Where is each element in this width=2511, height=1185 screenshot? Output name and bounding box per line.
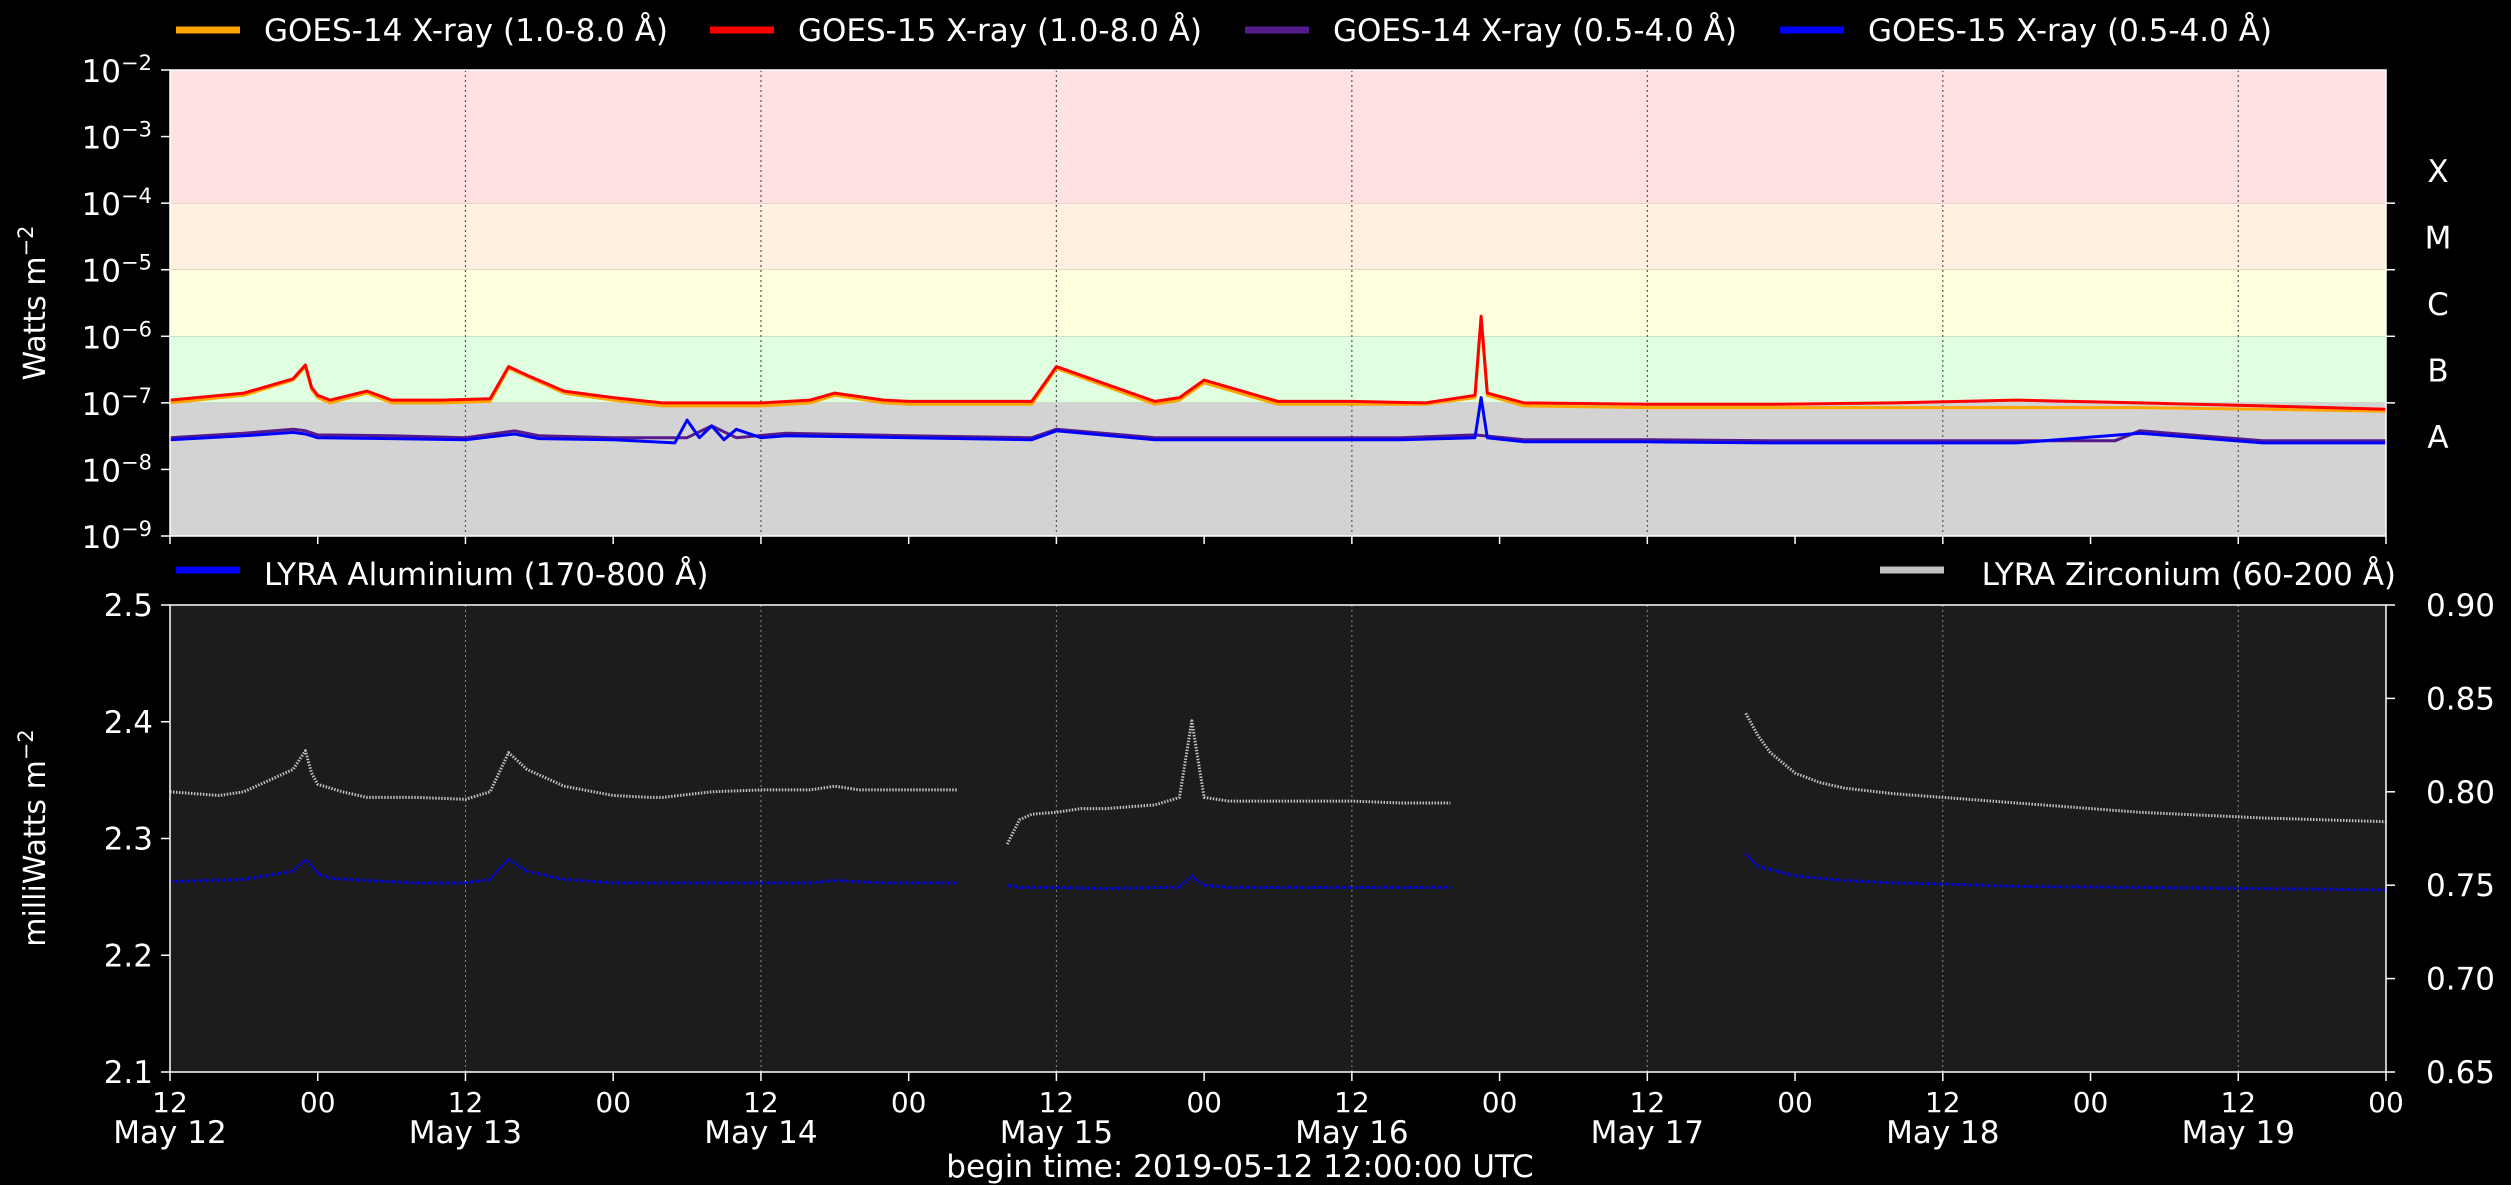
goes-series-line-1 bbox=[169, 317, 2387, 413]
goes-series-line-2 bbox=[169, 314, 2387, 411]
x-tick-hour-label: 00 bbox=[1186, 1086, 1222, 1119]
x-tick-hour-label: 12 bbox=[448, 1086, 484, 1119]
bottom-y-tick-label: 2.1 bbox=[104, 1055, 153, 1091]
flare-class-b-label: B bbox=[2427, 354, 2448, 390]
x-tick-hour-label: 12 bbox=[1925, 1086, 1961, 1119]
bottom-y-axis-label: milliWatts m−2 bbox=[14, 729, 53, 947]
bottom-left-y-axis-ticks: 2.1 2.2 2.3 2.4 2.5 bbox=[104, 588, 170, 1091]
flare-band-c bbox=[170, 269, 2386, 337]
flare-band-a bbox=[170, 402, 2386, 536]
legend-label-goes-1: GOES-14 X-ray (1.0-8.0 Å) bbox=[264, 13, 668, 49]
x-tick-hour-label: 12 bbox=[743, 1086, 779, 1119]
top-y-tick-label: 10−2 bbox=[82, 51, 152, 90]
flare-band-m bbox=[170, 203, 2386, 270]
top-plot-frame bbox=[169, 69, 2387, 537]
flare-class-c-label: C bbox=[2427, 287, 2449, 323]
x-tick-date-label: May 18 bbox=[1886, 1115, 1999, 1151]
lyra-series-1-segment-2 bbox=[1006, 874, 1451, 891]
bottom-right-y-tick-label: 0.85 bbox=[2426, 681, 2495, 717]
bottom-y-tick-label: 2.2 bbox=[104, 938, 153, 974]
x-tick-date-label: May 19 bbox=[2182, 1115, 2295, 1151]
bottom-y-tick-label: 2.5 bbox=[104, 588, 153, 624]
x-tick-hour-label: 00 bbox=[2368, 1086, 2404, 1119]
legend-label-lyra-zirconium: LYRA Zirconium (60-200 Å) bbox=[1982, 557, 2396, 593]
lyra-series-2-segment-3 bbox=[1744, 712, 2387, 824]
bottom-right-y-axis-ticks: 0.65 0.70 0.75 0.80 0.85 0.90 bbox=[2386, 588, 2495, 1091]
top-y-axis-ticks: 10−9 10−8 10−7 10−6 10−5 10−4 10−3 10−2 bbox=[82, 51, 170, 556]
x-tick-hour-label: 12 bbox=[1630, 1086, 1666, 1119]
bottom-right-y-tick-label: 0.65 bbox=[2426, 1055, 2495, 1091]
lyra-series-1-segment-1 bbox=[169, 858, 958, 885]
x-tick-hour-label: 00 bbox=[1482, 1086, 1518, 1119]
bottom-right-y-tick-label: 0.75 bbox=[2426, 868, 2495, 904]
flare-class-bands bbox=[170, 70, 2386, 536]
x-tick-hour-label: 00 bbox=[300, 1086, 336, 1119]
bottom-y-axis-label-text: milliWatts m bbox=[18, 760, 53, 947]
top-y-axis-label: Watts m−2 bbox=[14, 225, 53, 380]
bottom-y-axis-label-sup: −2 bbox=[14, 729, 38, 760]
top-y-axis-label-sup: −2 bbox=[14, 225, 38, 256]
legend-label-lyra-aluminium: LYRA Aluminium (170-800 Å) bbox=[264, 557, 708, 593]
flare-class-a-label: A bbox=[2427, 420, 2448, 456]
x-tick-date-label: May 14 bbox=[704, 1115, 817, 1151]
bottom-right-y-tick-label: 0.80 bbox=[2426, 775, 2495, 811]
top-y-tick-label: 10−6 bbox=[82, 317, 152, 356]
x-tick-hour-label: 12 bbox=[1039, 1086, 1075, 1119]
top-x-axis-ticks bbox=[169, 536, 2387, 544]
legend-label-goes-4: GOES-15 X-ray (0.5-4.0 Å) bbox=[1868, 13, 2272, 49]
x-tick-date-label: May 16 bbox=[1295, 1115, 1408, 1151]
legend-label-goes-3: GOES-14 X-ray (0.5-4.0 Å) bbox=[1333, 13, 1737, 49]
top-y-tick-label: 10−7 bbox=[82, 384, 152, 423]
bottom-right-y-tick-label: 0.70 bbox=[2426, 962, 2495, 998]
x-tick-hour-label: 00 bbox=[2073, 1086, 2109, 1119]
goes-series-lines bbox=[169, 314, 2387, 445]
top-y-tick-label: 10−9 bbox=[82, 517, 152, 556]
lyra-panel: 2.1 2.2 2.3 2.4 2.5 0.65 0.70 0.75 0.80 0.85 0.90… bbox=[14, 557, 2495, 1151]
top-y-tick-label: 10−4 bbox=[82, 184, 152, 223]
goes-series-line-3 bbox=[169, 424, 2386, 443]
bottom-y-tick-label: 2.3 bbox=[104, 822, 153, 858]
flare-band-x bbox=[170, 70, 2386, 204]
x-tick-date-label: May 13 bbox=[409, 1115, 522, 1151]
top-y-axis-label-text: Watts m bbox=[18, 256, 53, 380]
goes-series-line-4 bbox=[169, 396, 2386, 445]
x-tick-hour-label: 12 bbox=[2220, 1086, 2256, 1119]
x-tick-hour-label: 12 bbox=[1334, 1086, 1370, 1119]
lyra-series-1-segment-3 bbox=[1744, 852, 2387, 892]
top-y-tick-label: 10−5 bbox=[82, 251, 152, 290]
x-tick-hour-label: 00 bbox=[891, 1086, 927, 1119]
top-legend: GOES-14 X-ray (1.0-8.0 Å) GOES-15 X-ray (… bbox=[176, 13, 2272, 49]
flare-band-b bbox=[170, 336, 2386, 403]
flare-class-x-label: X bbox=[2427, 154, 2448, 190]
begin-time-footer: begin time: 2019-05-12 12:00:00 UTC bbox=[946, 1149, 1533, 1185]
x-tick-hour-label: 12 bbox=[152, 1086, 188, 1119]
lyra-series-points bbox=[169, 712, 2387, 892]
bottom-right-y-tick-label: 0.90 bbox=[2426, 588, 2495, 624]
bottom-y-tick-label: 2.4 bbox=[104, 705, 153, 741]
top-y-tick-label: 10−3 bbox=[82, 118, 152, 157]
x-tick-hour-label: 00 bbox=[595, 1086, 631, 1119]
x-tick-hour-label: 00 bbox=[1777, 1086, 1813, 1119]
x-tick-date-label: May 17 bbox=[1591, 1115, 1704, 1151]
lyra-series-2-segment-1 bbox=[169, 749, 958, 801]
bottom-plot-background bbox=[170, 605, 2386, 1072]
x-tick-date-label: May 12 bbox=[113, 1115, 226, 1151]
bottom-legend: LYRA Aluminium (170-800 Å) LYRA Zirconium… bbox=[176, 557, 2396, 593]
lyra-series-2-segment-2 bbox=[1005, 719, 1451, 845]
x-tick-date-label: May 15 bbox=[1000, 1115, 1113, 1151]
legend-label-goes-2: GOES-15 X-ray (1.0-8.0 Å) bbox=[798, 13, 1202, 49]
top-y-tick-label: 10−8 bbox=[82, 450, 152, 489]
flare-class-m-label: M bbox=[2425, 220, 2452, 256]
